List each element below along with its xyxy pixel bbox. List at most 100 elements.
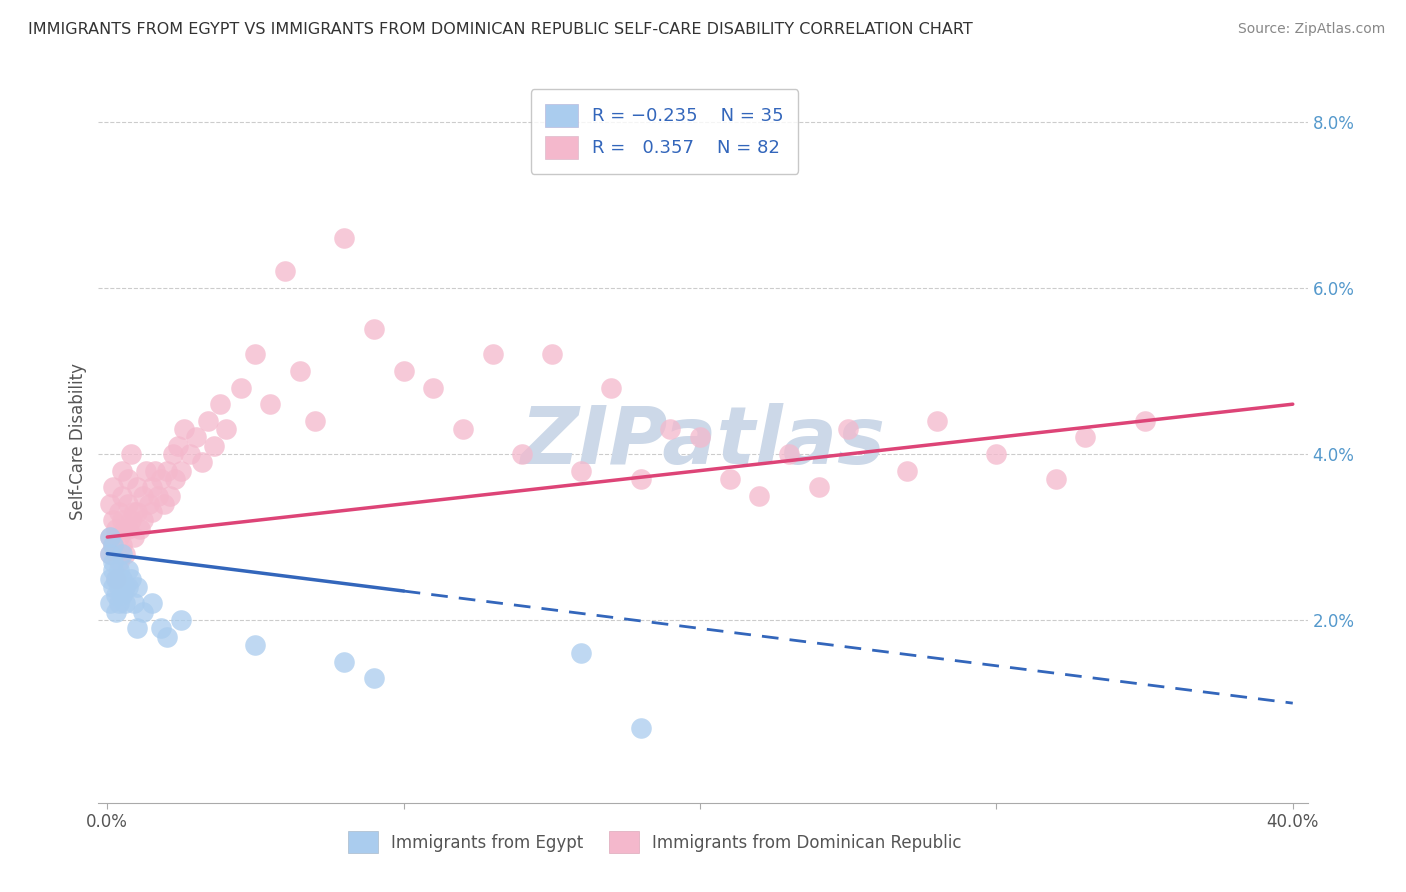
Point xyxy=(451,422,474,436)
Point xyxy=(135,464,157,478)
Point xyxy=(125,480,148,494)
Point xyxy=(630,472,652,486)
Point xyxy=(149,472,172,486)
Point xyxy=(571,464,593,478)
Point xyxy=(143,464,166,478)
Point xyxy=(165,472,187,486)
Point xyxy=(510,447,533,461)
Point xyxy=(186,430,208,444)
Point xyxy=(117,472,139,486)
Point xyxy=(111,538,134,552)
Point xyxy=(103,513,125,527)
Point xyxy=(363,322,385,336)
Point xyxy=(125,621,148,635)
Point xyxy=(197,414,219,428)
Point xyxy=(103,555,125,569)
Point xyxy=(105,605,128,619)
Point xyxy=(114,597,136,611)
Point xyxy=(245,638,267,652)
Point xyxy=(333,231,356,245)
Point xyxy=(215,422,238,436)
Point xyxy=(363,671,385,685)
Point xyxy=(229,380,252,394)
Point xyxy=(98,547,121,561)
Point xyxy=(117,522,139,536)
Point xyxy=(162,447,184,461)
Point xyxy=(202,439,225,453)
Point xyxy=(114,547,136,561)
Point xyxy=(111,513,134,527)
Point xyxy=(304,414,326,428)
Point xyxy=(659,422,682,436)
Point xyxy=(155,630,177,644)
Point xyxy=(108,580,131,594)
Point xyxy=(111,464,134,478)
Point xyxy=(114,580,136,594)
Point xyxy=(129,522,152,536)
Point xyxy=(630,721,652,735)
Point xyxy=(191,455,214,469)
Point xyxy=(392,364,415,378)
Point xyxy=(103,580,125,594)
Point xyxy=(111,588,134,602)
Point xyxy=(179,447,201,461)
Point xyxy=(167,439,190,453)
Point xyxy=(141,597,163,611)
Point xyxy=(98,597,121,611)
Point xyxy=(571,646,593,660)
Point xyxy=(122,505,145,519)
Point xyxy=(896,464,918,478)
Point xyxy=(170,464,193,478)
Point xyxy=(149,621,172,635)
Point xyxy=(600,380,623,394)
Point xyxy=(120,447,142,461)
Point xyxy=(98,497,121,511)
Point xyxy=(117,497,139,511)
Point xyxy=(333,655,356,669)
Point xyxy=(141,505,163,519)
Text: ZIPatlas: ZIPatlas xyxy=(520,402,886,481)
Point xyxy=(170,613,193,627)
Point xyxy=(540,347,562,361)
Text: IMMIGRANTS FROM EGYPT VS IMMIGRANTS FROM DOMINICAN REPUBLIC SELF-CARE DISABILITY: IMMIGRANTS FROM EGYPT VS IMMIGRANTS FROM… xyxy=(28,22,973,37)
Point xyxy=(481,347,503,361)
Point xyxy=(748,489,770,503)
Point xyxy=(105,572,128,586)
Point xyxy=(807,480,830,494)
Point xyxy=(1045,472,1067,486)
Point xyxy=(125,505,148,519)
Text: Source: ZipAtlas.com: Source: ZipAtlas.com xyxy=(1237,22,1385,37)
Point xyxy=(117,563,139,577)
Point xyxy=(103,563,125,577)
Point xyxy=(259,397,281,411)
Point xyxy=(122,597,145,611)
Point xyxy=(986,447,1008,461)
Point xyxy=(105,547,128,561)
Point xyxy=(141,480,163,494)
Point xyxy=(117,580,139,594)
Point xyxy=(108,563,131,577)
Point xyxy=(108,505,131,519)
Point xyxy=(132,513,155,527)
Point xyxy=(98,547,121,561)
Point xyxy=(208,397,231,411)
Point xyxy=(105,572,128,586)
Point xyxy=(245,347,267,361)
Point xyxy=(718,472,741,486)
Point xyxy=(132,605,155,619)
Point xyxy=(111,572,134,586)
Point xyxy=(120,513,142,527)
Point xyxy=(927,414,949,428)
Point xyxy=(1074,430,1097,444)
Point xyxy=(173,422,195,436)
Point xyxy=(288,364,311,378)
Point xyxy=(114,522,136,536)
Point xyxy=(122,530,145,544)
Point xyxy=(98,572,121,586)
Point xyxy=(837,422,859,436)
Point xyxy=(108,530,131,544)
Point xyxy=(132,489,155,503)
Point xyxy=(111,547,134,561)
Point xyxy=(146,489,169,503)
Point xyxy=(138,497,160,511)
